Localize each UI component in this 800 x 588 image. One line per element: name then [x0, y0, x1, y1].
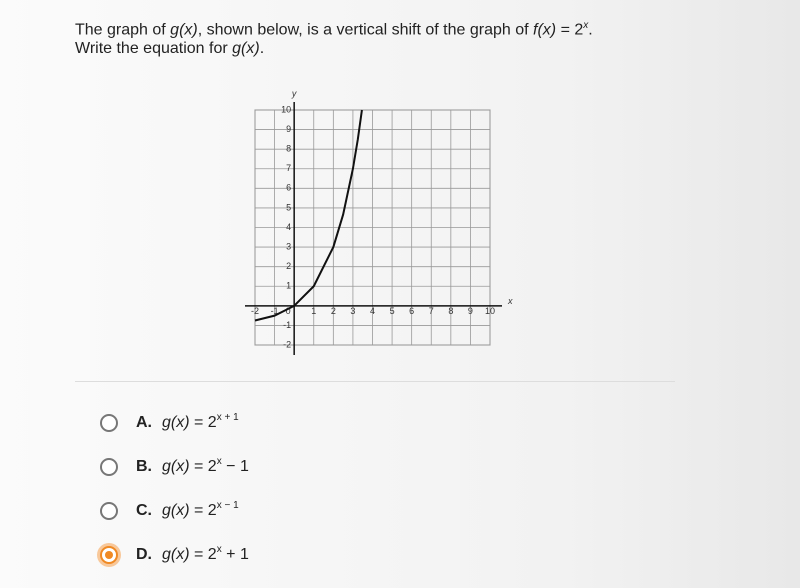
- option-exponent: x − 1: [216, 500, 239, 511]
- option-letter: A.: [136, 414, 152, 431]
- y-tick-label: 8: [286, 144, 291, 154]
- question-text: g(x): [232, 40, 260, 57]
- radio-button[interactable]: [100, 502, 118, 520]
- option-letter: D.: [136, 546, 152, 563]
- option-func: g(x): [162, 414, 190, 431]
- x-tick-label: 4: [370, 306, 375, 316]
- option-letter: C.: [136, 502, 152, 519]
- option-text: = 2: [189, 546, 217, 563]
- question-line: The graph of g(x), shown below, is a ver…: [75, 20, 593, 39]
- x-tick-label: 1: [311, 306, 316, 316]
- option-text: + 1: [221, 546, 249, 563]
- x-tick-label: 8: [448, 306, 453, 316]
- y-tick-label: 4: [286, 222, 291, 232]
- option-text: = 2: [189, 458, 217, 475]
- x-tick-label: -2: [251, 306, 259, 316]
- x-tick-label: -1: [271, 306, 279, 316]
- radio-button[interactable]: [100, 414, 118, 432]
- radio-button[interactable]: [100, 458, 118, 476]
- question-text: x: [583, 20, 589, 31]
- option-text: − 1: [221, 458, 249, 475]
- question-text: g(x): [170, 21, 198, 39]
- x-axis-label: x: [507, 296, 513, 306]
- graph: -2 -1 0 1 2 3 4 5 6 7 8 9 10 -2 -1 1 2 3 4 5 6 7 8 9 10 x y: [245, 88, 513, 355]
- question-text: .: [259, 40, 265, 57]
- x-tick-label: 9: [468, 306, 473, 316]
- x-tick-label: 7: [429, 306, 434, 316]
- question-line: Write the equation for g(x).: [75, 40, 264, 58]
- option-exponent: x: [216, 456, 222, 467]
- y-tick-label: -1: [283, 320, 291, 330]
- option-letter: B.: [136, 458, 152, 475]
- radio-button[interactable]: [100, 546, 118, 564]
- question-text: f(x): [533, 21, 557, 39]
- x-tick-label: 3: [350, 306, 355, 316]
- x-tick-label: 5: [390, 306, 395, 316]
- option-text: = 2: [189, 502, 217, 519]
- question-text: , shown below, is a vertical shift of th…: [197, 21, 534, 39]
- y-tick-label: -2: [283, 339, 291, 349]
- y-tick-label: 7: [286, 163, 291, 173]
- option-func: g(x): [162, 458, 190, 475]
- question-text: Write the equation for: [75, 40, 233, 57]
- x-tick-label: 6: [409, 306, 414, 316]
- question-text: = 2: [556, 21, 584, 39]
- y-tick-label: 3: [286, 241, 291, 251]
- option-exponent: x + 1: [216, 412, 239, 423]
- y-tick-label: 9: [286, 124, 291, 134]
- question-text: .: [588, 21, 593, 39]
- option-text: = 2: [189, 414, 217, 431]
- y-tick-label: 10: [281, 104, 291, 114]
- divider: [75, 381, 675, 382]
- option-exponent: x: [216, 544, 222, 555]
- question-text: The graph of: [75, 21, 171, 39]
- x-tick-label: 2: [331, 306, 336, 316]
- y-tick-label: 6: [286, 183, 291, 193]
- curve: [254, 109, 363, 322]
- y-axis-label: y: [291, 88, 297, 98]
- y-tick-label: 2: [286, 261, 291, 271]
- option-func: g(x): [162, 502, 190, 519]
- option-func: g(x): [162, 546, 190, 563]
- x-tick-label: 10: [485, 306, 495, 316]
- y-tick-label: 1: [286, 281, 291, 291]
- x-tick-label: 0: [286, 306, 291, 316]
- y-tick-label: 5: [286, 202, 291, 212]
